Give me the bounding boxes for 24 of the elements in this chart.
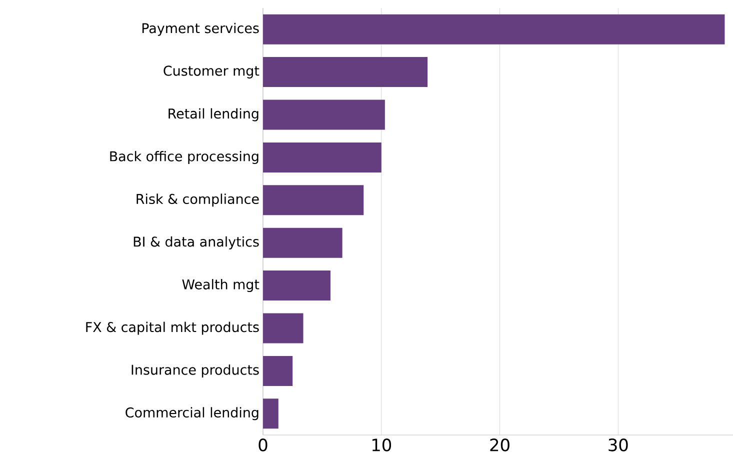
y-tick-label: BI & data analytics: [134, 236, 259, 250]
x-tick-label: 10: [372, 438, 392, 452]
x-tick-label: 30: [608, 438, 628, 452]
y-tick-label: Insurance products: [132, 364, 259, 378]
bar: [262, 185, 364, 216]
bar: [262, 228, 342, 258]
x-tick-label: 20: [490, 438, 510, 452]
bar: [262, 313, 304, 344]
bar: [262, 270, 330, 301]
y-tick-label: Retail lending: [168, 108, 258, 122]
bar: [262, 356, 293, 386]
y-tick-label: Payment services: [142, 22, 259, 36]
y-tick-label: FX & capital mkt products: [86, 322, 259, 335]
y-tick-label: Risk & compliance: [136, 194, 259, 207]
y-tick-label: Wealth mgt: [182, 279, 260, 292]
bar: [262, 100, 385, 130]
y-tick-label: Commercial lending: [126, 407, 258, 420]
bar: [262, 14, 725, 44]
x-tick-label: 0: [258, 438, 268, 452]
bar: [262, 398, 278, 429]
y-tick-label: Back office processing: [110, 150, 258, 164]
bar: [262, 142, 382, 172]
bar: [262, 57, 428, 88]
y-tick-label: Customer mgt: [164, 66, 260, 78]
